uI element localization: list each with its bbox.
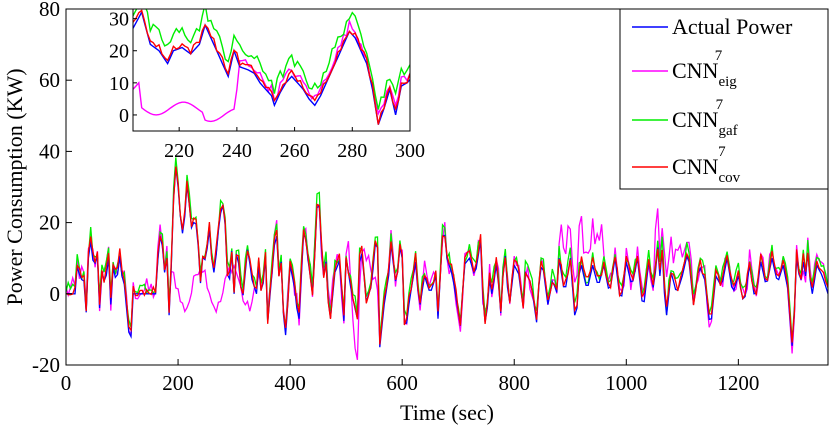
x-tick-label: 200	[162, 371, 194, 395]
inset-series-group	[133, 9, 410, 125]
inset-series-line-0	[133, 10, 410, 125]
legend-cov-sub: cov	[718, 170, 740, 186]
inset-x-tick-label: 280	[337, 140, 367, 162]
legend-eig-sup: 7	[715, 48, 723, 64]
main-series-group	[66, 157, 828, 361]
inset-x-ticks: 220 240 260 280 300	[164, 127, 425, 162]
x-tick-label: 800	[498, 371, 530, 395]
x-tick-label: 600	[386, 371, 418, 395]
inset-x-tick-label: 300	[395, 140, 425, 162]
inset-series-line-3	[133, 9, 410, 125]
y-tick-label: 20	[39, 211, 60, 235]
main-x-ticks: 0 200 400 600 800 1000 1200	[61, 359, 759, 395]
inset-y-tick-label: 0	[119, 105, 129, 127]
legend-label-actual: Actual Power	[672, 14, 793, 39]
inset-x-tick-label: 260	[280, 140, 310, 162]
inset-series-line-2	[133, 9, 410, 110]
legend-label-gaf: CNNgaf 7	[672, 97, 738, 139]
inset-plot-frame	[132, 8, 411, 132]
x-axis-label: Time (sec)	[400, 400, 494, 425]
x-tick-label: 1000	[605, 371, 647, 395]
legend-actual-text: Actual Power	[672, 14, 793, 39]
inset-x-tick-label: 240	[222, 140, 252, 162]
legend-label-cov: CNNcov 7	[672, 144, 741, 186]
inset-y-tick-label: 10	[109, 73, 129, 95]
y-tick-label: 0	[50, 282, 61, 306]
legend-cov-base: CNN	[672, 154, 719, 179]
main-y-ticks: -20 0 20 40 60 80	[32, 0, 72, 377]
x-tick-label: 400	[274, 371, 306, 395]
legend-cov-sup: 7	[718, 144, 726, 160]
legend-gaf-base: CNN	[672, 107, 719, 132]
y-tick-label: -20	[32, 353, 60, 377]
legend-eig-base: CNN	[672, 58, 719, 83]
inset-background	[133, 9, 410, 131]
legend-label-eig: CNNeig 7	[672, 48, 737, 90]
inset-x-tick-label: 220	[164, 140, 194, 162]
inset-series-line-1	[133, 18, 410, 123]
legend-box	[619, 8, 829, 190]
legend-gaf-sup: 7	[716, 97, 724, 113]
inset-y-tick-label: 30	[109, 9, 129, 31]
legend-eig-sub: eig	[718, 74, 737, 90]
inset-y-ticks: 0 10 20 30	[109, 9, 137, 127]
y-axis-label: Power Consumption (KW)	[2, 68, 27, 305]
y-tick-label: 60	[39, 68, 60, 92]
series-line-3	[66, 166, 828, 345]
x-tick-label: 0	[61, 371, 72, 395]
y-tick-label: 40	[39, 139, 60, 163]
inset-y-tick-label: 20	[109, 41, 129, 63]
series-line-0	[66, 167, 828, 348]
x-tick-label: 1200	[717, 371, 759, 395]
y-tick-label: 80	[39, 0, 60, 21]
legend: Actual Power CNNeig7 CNNgaf7 CNNcov7	[619, 8, 829, 190]
legend-gaf-sub: gaf	[718, 123, 737, 139]
